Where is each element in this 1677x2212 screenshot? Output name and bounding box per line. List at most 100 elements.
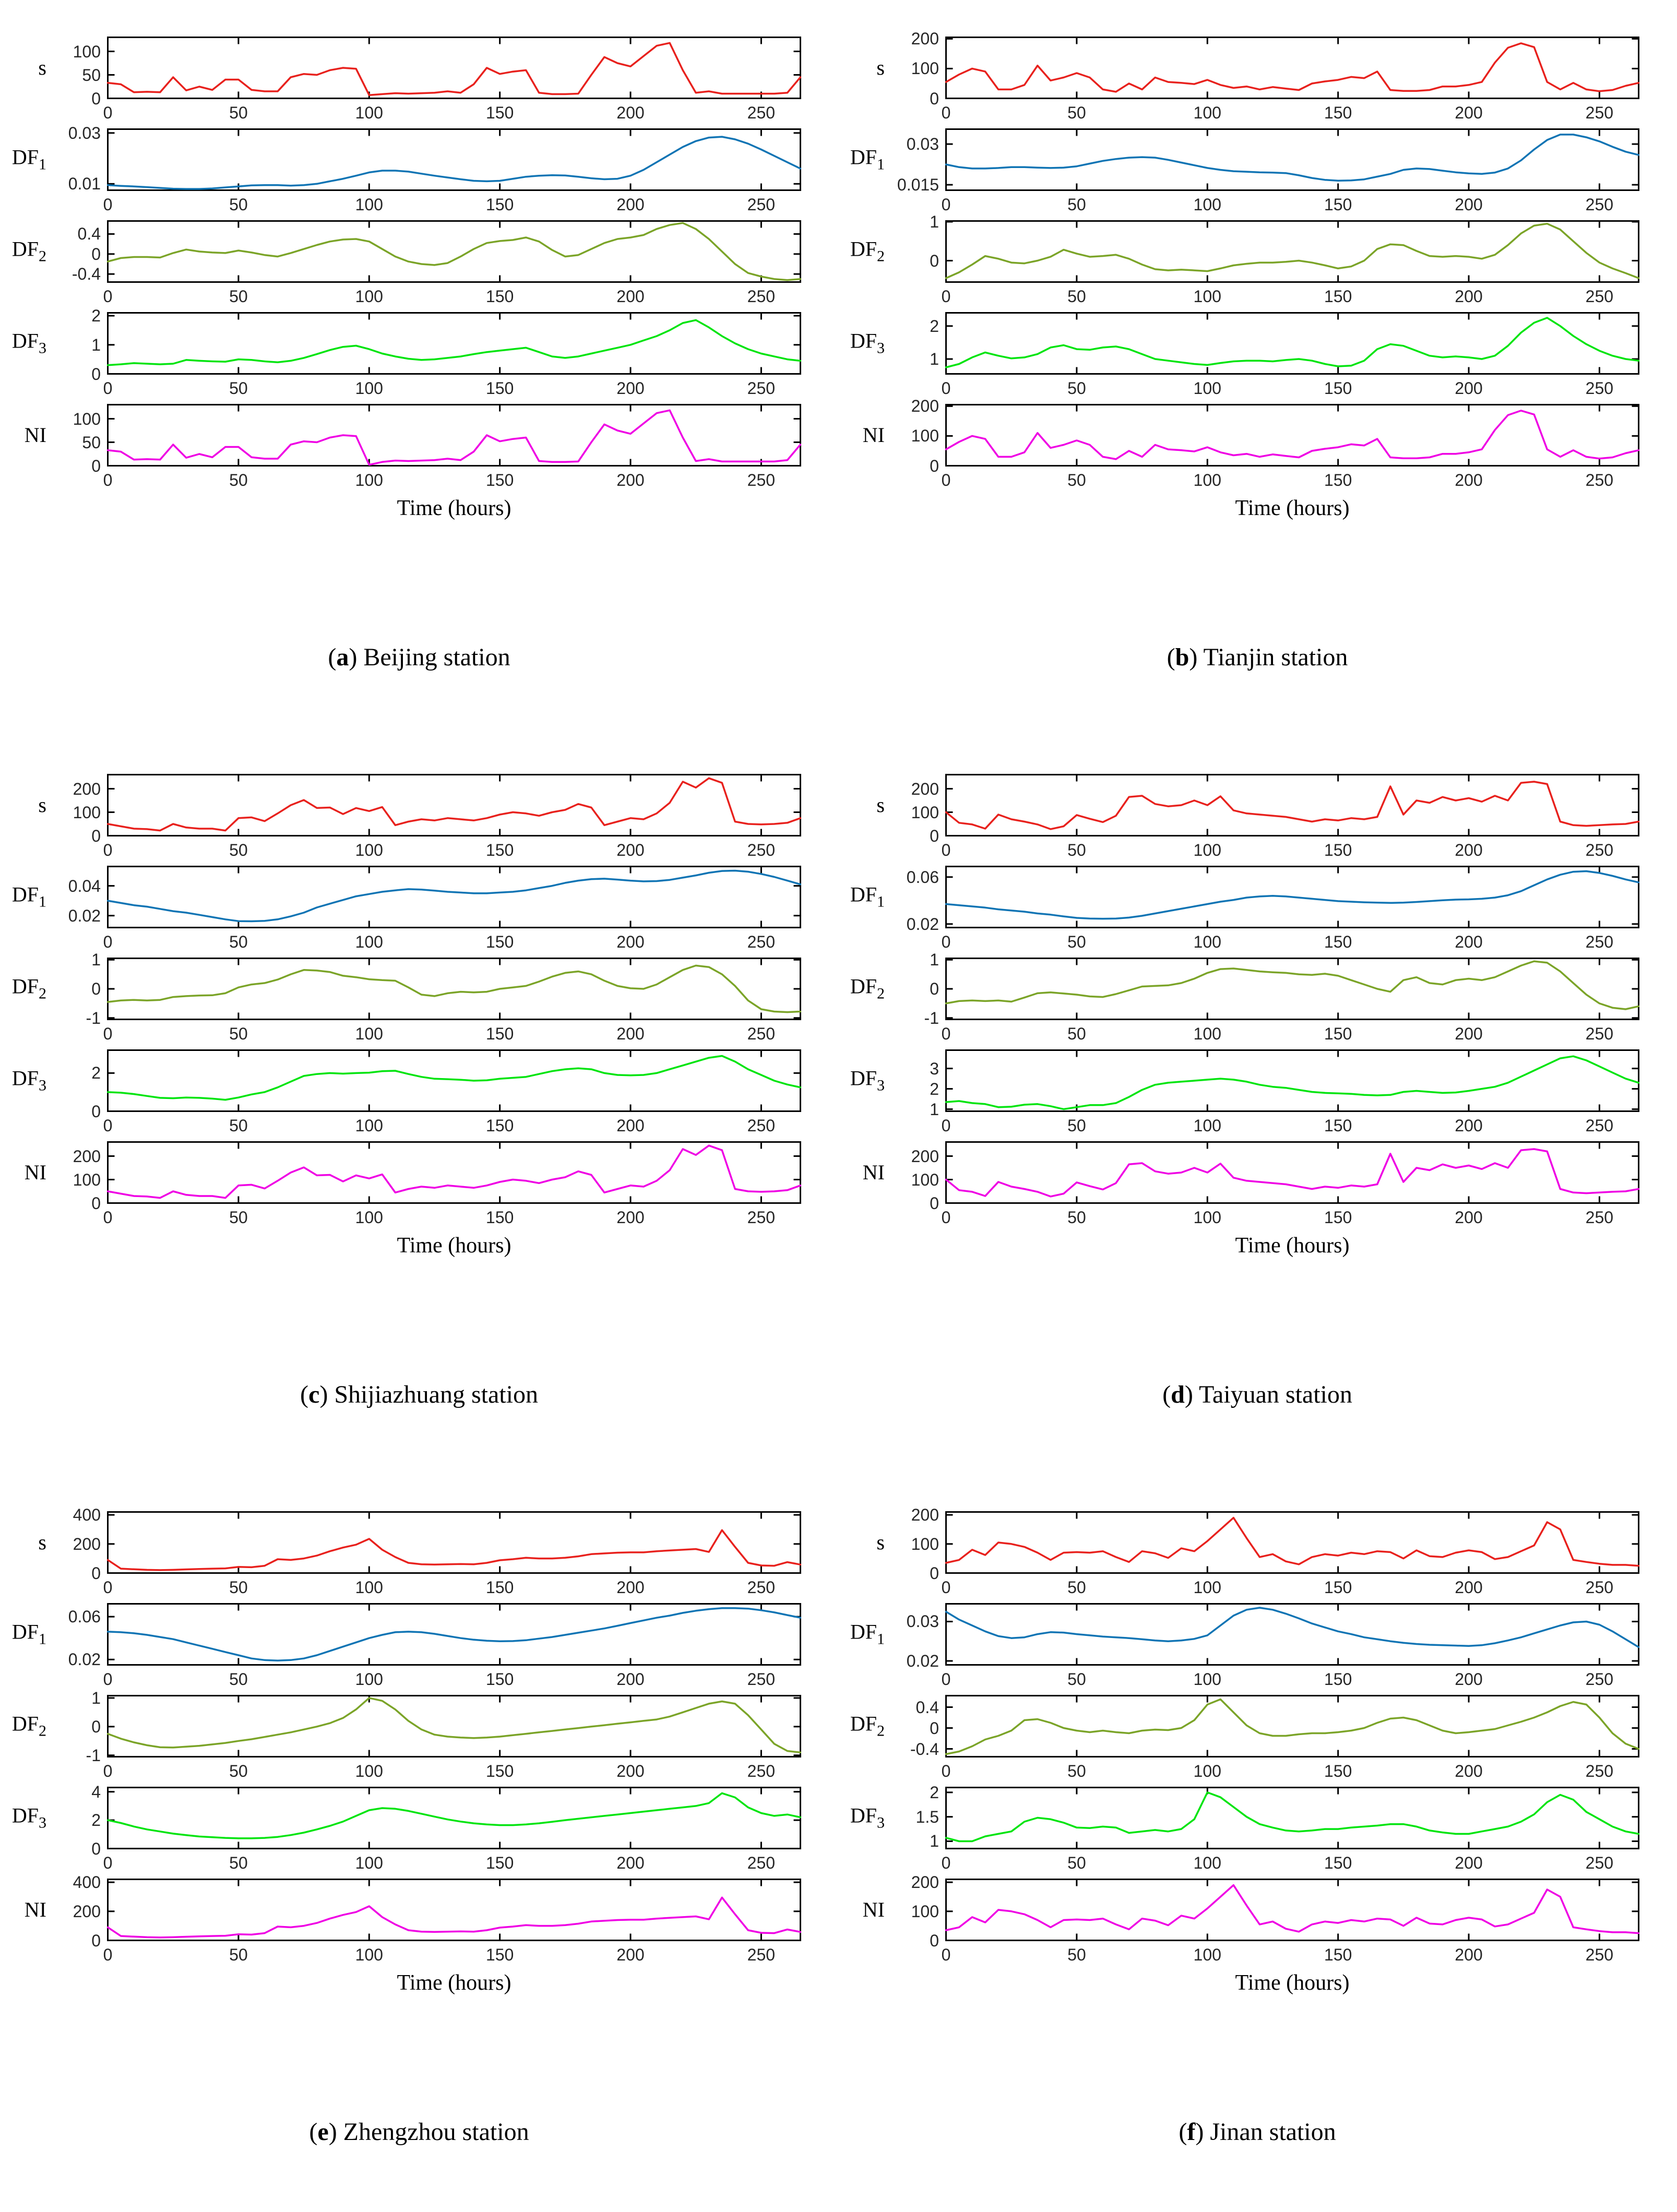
- y-axis-label-e-ni: NI: [25, 1899, 46, 1920]
- x-tick-label: 100: [355, 195, 383, 214]
- x-tick-label: 100: [1193, 1116, 1221, 1135]
- y-tick-label: 400: [73, 1873, 101, 1892]
- panel-f: s 0 100 200 0 50 100 150 200 250 DF1 0.02 0.03 0 50 100…: [838, 1475, 1677, 2212]
- series-line-e-df2: [107, 1697, 801, 1754]
- x-tick-label: 150: [485, 1854, 514, 1872]
- y-axis-label-a-df2: DF2: [11, 237, 46, 265]
- x-ticks-a-ni: 0 50 100 150 200 250: [103, 469, 801, 495]
- x-tick-label: 150: [485, 287, 514, 306]
- y-tick-label: -0.4: [910, 1739, 939, 1759]
- x-tick-label: 100: [355, 379, 383, 398]
- y-axis-label-d-df1: DF1: [850, 884, 885, 910]
- x-tick-label: 50: [1067, 379, 1086, 398]
- y-axis-label-subscript: 2: [877, 985, 885, 1002]
- x-tick-label: 200: [1455, 195, 1483, 214]
- x-tick-label: 250: [1585, 1024, 1614, 1043]
- x-axis-title-d: Time (hours): [1235, 1234, 1350, 1258]
- x-tick-label: 0: [103, 932, 113, 951]
- x-axis-title-e: Time (hours): [397, 1971, 512, 1995]
- panel-plots-c: s 0 100 200 0 50 100 150 200 250 DF1 0.02 0.04 0 50 100…: [0, 737, 838, 1258]
- x-tick-label: 100: [1193, 471, 1221, 489]
- y-ticks-f-df2: -0.4 0 0.4: [882, 1695, 939, 1759]
- y-axis-label-text: DF: [850, 1712, 877, 1736]
- y-tick-label: 1: [930, 1099, 939, 1119]
- plot-e-df3: [107, 1787, 801, 1849]
- x-tick-label: 50: [229, 841, 248, 859]
- panel-plots-a: s 0 50 100 0 50 100 150 200 250 DF1 0.01 0.03 0 50 100 1…: [0, 0, 838, 521]
- caption-text: Jinan station: [1210, 2118, 1336, 2146]
- subplot-a-s: s 0 50 100 0 50 100 150 200 250: [38, 37, 801, 122]
- x-tick-label: 250: [747, 1762, 776, 1780]
- y-tick-label: 0: [930, 1718, 939, 1738]
- y-ticks-d-s: 0 100 200: [882, 774, 939, 845]
- y-tick-label: 0: [930, 1563, 939, 1583]
- y-axis-label-b-s: s: [876, 57, 885, 78]
- y-tick-label: 200: [911, 397, 939, 416]
- y-axis-label-text: DF: [11, 1712, 39, 1736]
- x-tick-label: 100: [355, 103, 383, 122]
- x-ticks-f-df3: 0 50 100 150 200 250: [942, 1851, 1639, 1878]
- y-axis-label-e-df3: DF3: [12, 1805, 46, 1831]
- y-ticks-a-ni: 0 50 100: [43, 404, 101, 475]
- x-tick-label: 200: [1455, 1116, 1483, 1135]
- plot-e-ni: [107, 1879, 801, 1941]
- y-axis-label-subscript: 1: [39, 1630, 46, 1648]
- x-tick-label: 50: [1067, 1762, 1086, 1780]
- x-tick-label: 50: [1067, 1116, 1086, 1135]
- x-tick-label: 100: [355, 1945, 383, 1964]
- subplot-f-df3: DF3 1 1.5 2 0 50 100 150 200 250: [850, 1784, 1639, 1872]
- x-tick-label: 150: [1324, 1762, 1352, 1780]
- y-ticks-e-s: 0 200 400: [43, 1506, 101, 1582]
- x-tick-label: 200: [616, 1945, 645, 1964]
- x-tick-label: 250: [1585, 1854, 1614, 1872]
- caption-paren: (: [1179, 2118, 1187, 2146]
- series-line-c-df3: [107, 1055, 801, 1101]
- x-tick-label: 200: [1455, 471, 1483, 489]
- x-tick-label: 0: [941, 471, 951, 489]
- plot-f-df3: [945, 1787, 1639, 1849]
- y-tick-label: 0: [930, 979, 939, 998]
- plot-b-df1: [945, 128, 1639, 191]
- x-tick-label: 150: [1324, 1945, 1352, 1964]
- y-tick-label: 0.02: [68, 906, 101, 925]
- x-tick-label: 50: [1067, 471, 1086, 489]
- caption-text: Shijiazhuang station: [334, 1381, 538, 1408]
- y-tick-label: 1: [930, 950, 939, 970]
- y-tick-label: 0.06: [906, 867, 939, 887]
- y-axis-label-text: DF: [11, 237, 39, 261]
- y-tick-label: 0: [91, 244, 101, 264]
- subplot-d-ni: NI 0 100 200 0 50 100 150 200 250: [863, 1141, 1639, 1227]
- y-tick-label: 0: [91, 1931, 101, 1950]
- y-ticks-f-s: 0 100 200: [882, 1506, 939, 1582]
- y-tick-label: 1.5: [915, 1807, 939, 1826]
- caption-text: Taiyuan station: [1198, 1381, 1352, 1408]
- x-tick-label: 150: [485, 195, 514, 214]
- x-axis-title-c: Time (hours): [397, 1234, 512, 1258]
- caption-letter: d: [1171, 1381, 1185, 1408]
- x-tick-label: 200: [1455, 1578, 1483, 1597]
- x-tick-label: 100: [1193, 1945, 1221, 1964]
- x-tick-label: 50: [229, 287, 248, 306]
- y-tick-label: 4: [91, 1782, 101, 1801]
- y-axis-label-f-df1: DF1: [850, 1621, 885, 1647]
- series-line-f-ni: [945, 1884, 1639, 1934]
- y-tick-label: 200: [73, 1146, 101, 1166]
- plot-d-df1: [945, 866, 1639, 928]
- x-ticks-a-df3: 0 50 100 150 200 250: [103, 377, 801, 403]
- subplot-a-df3: DF3 0 1 2 0 50 100 150 200 250: [12, 307, 801, 398]
- x-ticks-d-s: 0 50 100 150 200 250: [942, 839, 1639, 865]
- y-axis-label-text: DF: [11, 974, 39, 998]
- subplot-b-ni: NI 0 100 200 0 50 100 150 200 250: [863, 397, 1639, 489]
- y-tick-label: 400: [73, 1505, 101, 1525]
- caption-paren: (: [328, 643, 337, 671]
- x-tick-label: 0: [941, 932, 951, 951]
- x-tick-label: 100: [355, 1578, 383, 1597]
- y-ticks-e-df3: 0 2 4: [43, 1783, 101, 1858]
- subplot-f-s: s 0 100 200 0 50 100 150 200 250: [876, 1506, 1639, 1597]
- y-tick-label: 1: [930, 212, 939, 231]
- caption-letter: a: [336, 643, 349, 671]
- panel-plots-e: s 0 200 400 0 50 100 150 200 250 DF1 0.02 0.06 0 50 100…: [0, 1475, 838, 1995]
- plot-f-ni: [945, 1879, 1639, 1941]
- caption-paren: (: [1167, 643, 1175, 671]
- x-ticks-d-df3: 0 50 100 150 200 250: [942, 1114, 1639, 1140]
